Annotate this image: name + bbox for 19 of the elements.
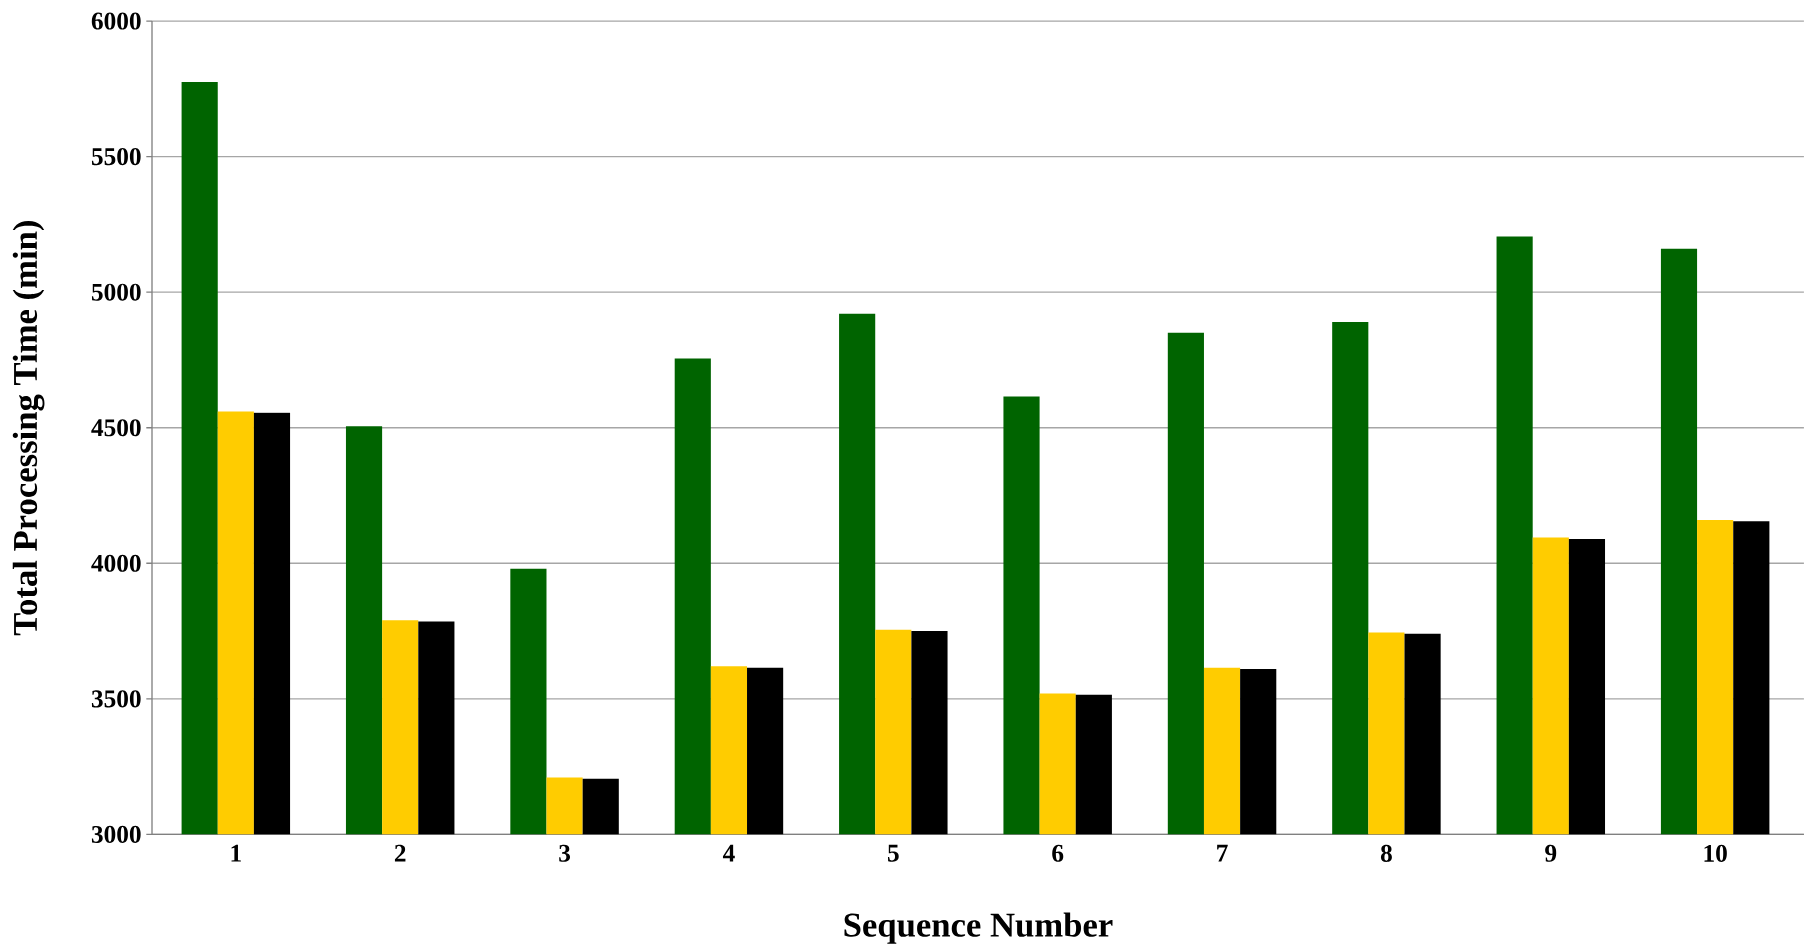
y-tick-label: 3500 bbox=[91, 690, 141, 708]
x-tick-label: 3 bbox=[559, 844, 571, 862]
x-tick-label: 1 bbox=[231, 844, 241, 862]
y-tick-label: 6000 bbox=[91, 12, 141, 30]
y-tick-label: 5000 bbox=[91, 283, 141, 301]
x-tick-label: 2 bbox=[394, 844, 406, 862]
x-tick-label: 5 bbox=[887, 844, 899, 862]
y-tick-label: 3000 bbox=[91, 825, 141, 843]
x-tick-label: 8 bbox=[1380, 844, 1392, 862]
x-tick-label: 7 bbox=[1217, 844, 1228, 862]
y-tick-label: 4000 bbox=[91, 554, 141, 572]
y-tick-label: 5500 bbox=[91, 148, 141, 166]
y-axis-title: Total Processing Time (min) bbox=[12, 221, 45, 636]
x-tick-label: 10 bbox=[1704, 844, 1727, 862]
x-axis-title: Sequence Number bbox=[844, 912, 1113, 944]
y-tick-label: 4500 bbox=[91, 419, 141, 437]
x-tick-label: 4 bbox=[722, 844, 735, 862]
x-tick-label: 6 bbox=[1052, 844, 1064, 862]
x-tick-label: 9 bbox=[1545, 844, 1557, 862]
